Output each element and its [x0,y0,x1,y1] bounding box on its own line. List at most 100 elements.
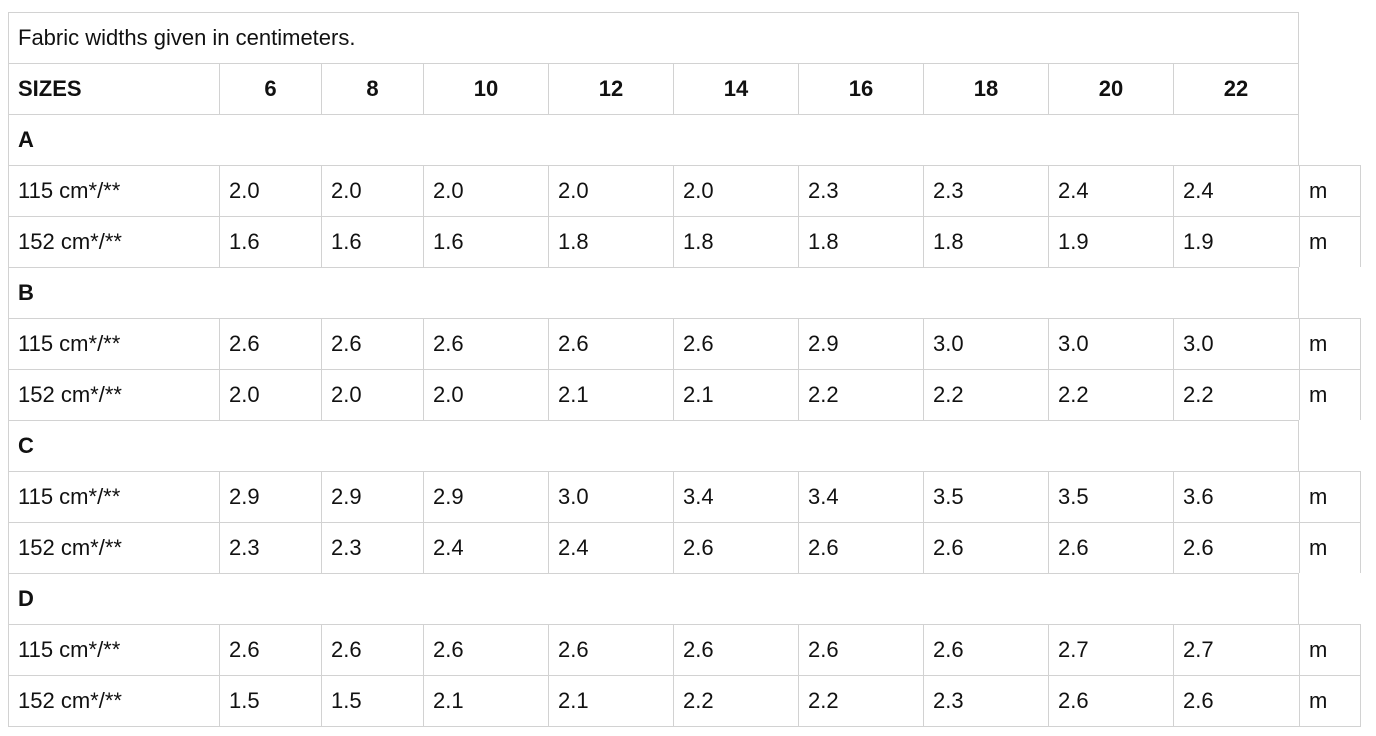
yardage-value: 1.6 [423,216,548,267]
yardage-value: 3.5 [923,471,1048,522]
yardage-value: 1.9 [1048,216,1173,267]
yardage-value: 1.8 [673,216,798,267]
fabric-width-label: 152 cm*/** [8,216,219,267]
yardage-value: 2.4 [1173,165,1299,216]
yardage-value: 2.6 [673,522,798,573]
size-header: 10 [423,63,548,114]
yardage-value: 2.6 [423,318,548,369]
yardage-value: 3.5 [1048,471,1173,522]
yardage-value: 2.6 [1048,675,1173,726]
yardage-value: 2.7 [1048,624,1173,675]
table-caption: Fabric widths given in centimeters. [8,12,1299,63]
size-header: 6 [219,63,321,114]
yardage-value: 1.8 [923,216,1048,267]
yardage-value: 1.6 [219,216,321,267]
fabric-width-label: 152 cm*/** [8,675,219,726]
yardage-value: 2.2 [1173,369,1299,420]
yardage-value: 2.0 [219,165,321,216]
yardage-value: 2.4 [548,522,673,573]
yardage-value: 2.6 [923,522,1048,573]
yardage-value: 1.8 [798,216,923,267]
yardage-value: 2.1 [548,369,673,420]
unit-label: m [1299,624,1361,675]
view-group-label: C [8,420,1299,471]
unit-label: m [1299,165,1361,216]
view-group-label: B [8,267,1299,318]
yardage-value: 1.5 [321,675,423,726]
yardage-value: 2.0 [423,165,548,216]
size-header: 8 [321,63,423,114]
yardage-value: 2.3 [923,675,1048,726]
size-header: 18 [923,63,1048,114]
yardage-value: 2.0 [321,369,423,420]
yardage-value: 2.6 [673,318,798,369]
fabric-width-label: 152 cm*/** [8,369,219,420]
fabric-width-label: 115 cm*/** [8,624,219,675]
yardage-value: 2.0 [423,369,548,420]
size-header: 20 [1048,63,1173,114]
yardage-value: 2.2 [923,369,1048,420]
yardage-value: 2.1 [548,675,673,726]
yardage-value: 2.6 [548,624,673,675]
yardage-value: 2.9 [219,471,321,522]
yardage-value: 2.6 [673,624,798,675]
yardage-value: 2.6 [798,522,923,573]
fabric-width-label: 115 cm*/** [8,165,219,216]
yardage-value: 2.3 [321,522,423,573]
unit-label: m [1299,471,1361,522]
yardage-value: 2.6 [1173,675,1299,726]
yardage-value: 2.2 [798,369,923,420]
unit-label: m [1299,675,1361,726]
fabric-width-label: 115 cm*/** [8,318,219,369]
yardage-value: 2.6 [1048,522,1173,573]
yardage-value: 2.6 [219,318,321,369]
yardage-value: 3.6 [1173,471,1299,522]
yardage-value: 2.6 [321,318,423,369]
unit-label: m [1299,369,1361,420]
unit-label: m [1299,216,1361,267]
yardage-value: 1.6 [321,216,423,267]
yardage-value: 2.3 [798,165,923,216]
yardage-value: 2.6 [798,624,923,675]
yardage-value: 2.6 [548,318,673,369]
size-header: 16 [798,63,923,114]
yardage-value: 2.0 [219,369,321,420]
yardage-value: 2.3 [923,165,1048,216]
yardage-value: 3.4 [798,471,923,522]
yardage-value: 2.9 [423,471,548,522]
yardage-value: 2.6 [1173,522,1299,573]
yardage-value: 2.2 [1048,369,1173,420]
yardage-value: 2.9 [798,318,923,369]
fabric-width-label: 115 cm*/** [8,471,219,522]
yardage-value: 3.0 [548,471,673,522]
yardage-value: 2.3 [219,522,321,573]
yardage-value: 2.0 [548,165,673,216]
yardage-value: 2.4 [423,522,548,573]
table-bottom-border [8,726,1361,727]
yardage-value: 1.5 [219,675,321,726]
yardage-value: 2.7 [1173,624,1299,675]
view-group-label: D [8,573,1299,624]
yardage-value: 3.0 [1173,318,1299,369]
yardage-value: 2.1 [673,369,798,420]
yardage-value: 3.0 [1048,318,1173,369]
yardage-value: 2.6 [423,624,548,675]
size-header: 14 [673,63,798,114]
size-header: 12 [548,63,673,114]
yardage-value: 2.6 [923,624,1048,675]
yardage-value: 2.1 [423,675,548,726]
yardage-value: 3.4 [673,471,798,522]
yardage-value: 1.9 [1173,216,1299,267]
yardage-value: 2.9 [321,471,423,522]
size-header: 22 [1173,63,1299,114]
yardage-value: 2.6 [321,624,423,675]
yardage-value: 1.8 [548,216,673,267]
yardage-value: 3.0 [923,318,1048,369]
yardage-value: 2.2 [673,675,798,726]
yardage-value: 2.2 [798,675,923,726]
unit-label: m [1299,522,1361,573]
unit-label: m [1299,318,1361,369]
yardage-value: 2.4 [1048,165,1173,216]
fabric-width-label: 152 cm*/** [8,522,219,573]
sizes-header-label: SIZES [8,63,219,114]
